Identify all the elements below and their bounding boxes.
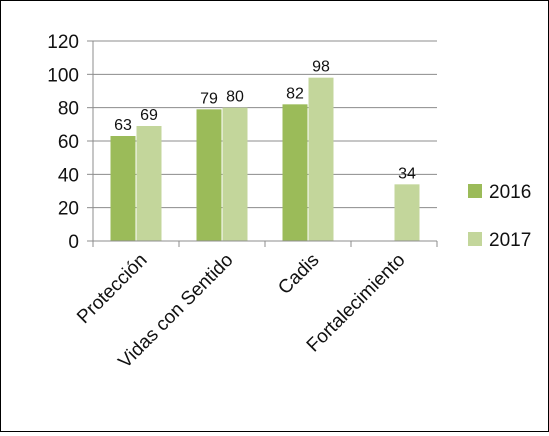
- y-tick-label: 80: [58, 99, 79, 120]
- legend-label-2017: 2017: [489, 230, 531, 251]
- y-tick-label: 120: [47, 32, 79, 53]
- data-label: 82: [286, 85, 304, 102]
- data-label: 98: [312, 59, 330, 76]
- x-category-label: Protección: [73, 250, 151, 328]
- data-label: 34: [398, 165, 416, 182]
- axes: [87, 40, 438, 247]
- x-category-label: Cadis: [274, 250, 323, 299]
- legend-swatch-2017: [468, 232, 482, 246]
- bar-2017-3: [394, 184, 420, 241]
- legend-label-2016: 2016: [489, 182, 531, 203]
- bar-2017-1: [222, 107, 248, 242]
- y-tick-label: 40: [58, 165, 79, 186]
- y-tick-label: 0: [68, 232, 79, 253]
- bar-2016-0: [110, 136, 136, 241]
- legend-swatch-2016: [468, 184, 482, 198]
- legend: 2016 2017: [468, 182, 531, 251]
- y-tick-label: 60: [58, 132, 79, 153]
- data-label: 69: [140, 107, 158, 124]
- bars: [110, 77, 420, 242]
- data-label: 79: [200, 90, 218, 107]
- bar-2017-0: [136, 126, 162, 241]
- bar-2017-2: [308, 77, 334, 242]
- bar-2016-1: [196, 109, 222, 241]
- data-label: 80: [226, 89, 244, 106]
- y-tick-label: 100: [47, 65, 79, 86]
- y-tick-label: 20: [58, 199, 79, 220]
- bar-2016-2: [282, 104, 308, 241]
- data-label: 63: [114, 117, 132, 134]
